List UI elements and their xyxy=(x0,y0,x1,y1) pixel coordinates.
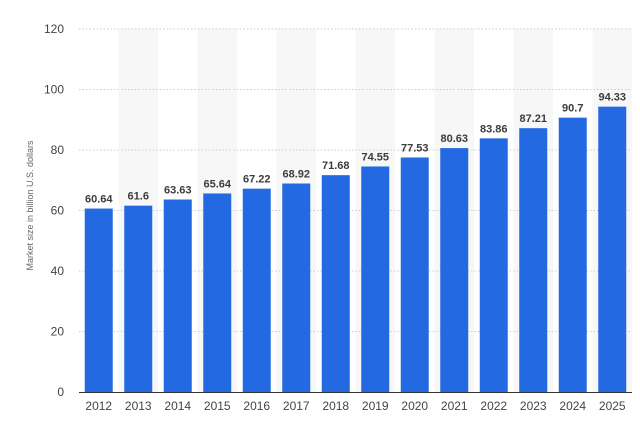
data-labels: 60.64 61.6 63.63 65.64 67.22 68.92 71.68 74.55 7… xyxy=(85,92,626,206)
x-tick-label: 2012 xyxy=(85,399,112,413)
x-tick-label: 2023 xyxy=(520,399,547,413)
x-tick-label: 2020 xyxy=(401,399,428,413)
y-tick-label: 60 xyxy=(51,204,65,218)
y-tick-label: 0 xyxy=(57,385,64,399)
bar xyxy=(598,106,627,393)
y-tick-label: 100 xyxy=(44,83,64,97)
data-label: 77.53 xyxy=(401,142,429,154)
bar xyxy=(400,157,429,392)
bar xyxy=(440,148,469,392)
data-label: 87.21 xyxy=(519,113,547,125)
x-tick-label: 2021 xyxy=(441,399,468,413)
data-label: 67.22 xyxy=(243,174,271,186)
bar xyxy=(203,193,232,392)
bar xyxy=(558,117,587,392)
x-tick-label: 2022 xyxy=(480,399,507,413)
y-tick-label: 40 xyxy=(51,264,65,278)
bar xyxy=(361,166,390,392)
bar xyxy=(242,188,271,392)
bar xyxy=(479,138,508,392)
data-label: 90.7 xyxy=(562,103,583,115)
x-tick-label: 2015 xyxy=(204,399,231,413)
data-label: 68.92 xyxy=(282,169,310,181)
data-label: 74.55 xyxy=(361,151,389,163)
y-axis-title: Market size in billion U.S. dollars xyxy=(25,140,35,271)
x-tick-label: 2017 xyxy=(283,399,310,413)
data-label: 63.63 xyxy=(164,185,192,197)
data-label: 94.33 xyxy=(598,92,626,104)
y-tick-label: 20 xyxy=(51,325,65,339)
bars xyxy=(84,106,627,393)
data-label: 65.64 xyxy=(203,178,231,190)
bar xyxy=(84,208,113,392)
data-label: 60.64 xyxy=(85,194,113,206)
data-label: 80.63 xyxy=(440,133,468,145)
bar xyxy=(124,205,153,392)
data-label: 83.86 xyxy=(480,123,508,135)
y-tick-label: 80 xyxy=(51,143,65,157)
x-tick-label: 2016 xyxy=(243,399,270,413)
x-tick-label: 2013 xyxy=(125,399,152,413)
bar xyxy=(163,199,192,392)
x-tick-label: 2025 xyxy=(599,399,626,413)
y-axis-ticks: 0 20 40 60 80 100 120 xyxy=(44,22,64,399)
x-tick-label: 2014 xyxy=(164,399,191,413)
bar xyxy=(519,128,548,392)
x-axis-ticks: 2012 2013 2014 2015 2016 2017 2018 2019 2020 2021… xyxy=(85,399,626,413)
data-label: 61.6 xyxy=(128,191,149,203)
data-label: 71.68 xyxy=(322,160,350,172)
x-tick-label: 2024 xyxy=(559,399,586,413)
x-tick-label: 2018 xyxy=(322,399,349,413)
bar xyxy=(321,175,350,392)
y-tick-label: 120 xyxy=(44,22,64,36)
x-tick-label: 2019 xyxy=(362,399,389,413)
bar xyxy=(282,183,311,392)
